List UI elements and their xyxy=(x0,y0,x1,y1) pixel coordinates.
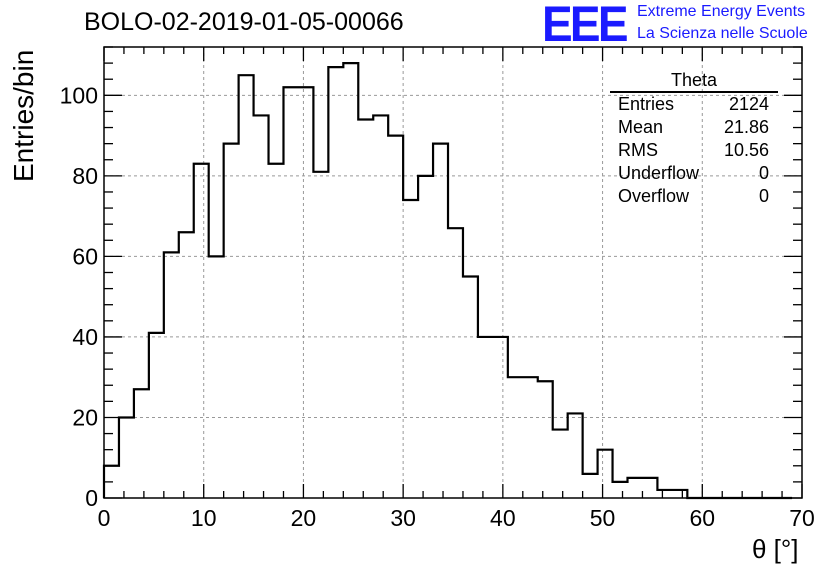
y-tick-label: 0 xyxy=(85,485,98,511)
stats-row-rms: RMS 10.56 xyxy=(610,139,778,162)
y-tick-label: 40 xyxy=(72,324,98,350)
x-tick-label: 40 xyxy=(490,505,516,531)
x-tick-label: 70 xyxy=(789,505,815,531)
stats-label: Underflow xyxy=(618,163,700,183)
histogram-step-line xyxy=(102,62,793,500)
logo-text-line2: La Scienza nelle Scuole xyxy=(637,25,808,42)
stats-box: Theta Entries 2124 Mean 21.86 RMS 10.56 … xyxy=(610,70,778,208)
stats-label: Entries xyxy=(618,94,675,114)
stats-row-mean: Mean 21.86 xyxy=(610,116,778,139)
stats-value: 10.56 xyxy=(723,140,769,160)
x-tick-label: 10 xyxy=(191,505,217,531)
x-tick-label: 50 xyxy=(590,505,616,531)
stats-value: 0 xyxy=(758,163,769,183)
plot-frame xyxy=(103,46,803,499)
stats-label: Mean xyxy=(618,117,664,137)
x-tick-label: 30 xyxy=(390,505,416,531)
logo-text-line1: Extreme Energy Events xyxy=(637,3,806,20)
y-tick-label: 80 xyxy=(72,163,98,189)
x-tick-label: 20 xyxy=(291,505,317,531)
y-tick-label: 60 xyxy=(72,243,98,269)
stats-row-underflow: Underflow 0 xyxy=(610,162,778,185)
y-axis-label: Entries/bin xyxy=(8,49,39,182)
x-tick-label: 0 xyxy=(98,505,111,531)
stats-row-entries: Entries 2124 xyxy=(610,93,778,116)
stats-row-overflow: Overflow 0 xyxy=(610,185,778,208)
chart-title: BOLO-02-2019-01-05-00066 xyxy=(84,8,404,36)
stats-label: Overflow xyxy=(618,186,690,206)
stats-value: 21.86 xyxy=(723,117,769,137)
x-axis-label: θ [°] xyxy=(752,534,799,564)
tick-labels: 0 10 20 30 40 50 60 70 0 20 40 60 80 100 xyxy=(60,82,815,531)
eee-logo: EEE xyxy=(542,0,629,52)
stats-value: 2124 xyxy=(728,94,769,114)
stats-value: 0 xyxy=(758,186,769,206)
stats-title: Theta xyxy=(610,70,778,93)
y-tick-label: 100 xyxy=(60,82,98,108)
x-tick-label: 60 xyxy=(689,505,715,531)
y-tick-label: 20 xyxy=(72,404,98,430)
stats-label: RMS xyxy=(618,140,658,160)
